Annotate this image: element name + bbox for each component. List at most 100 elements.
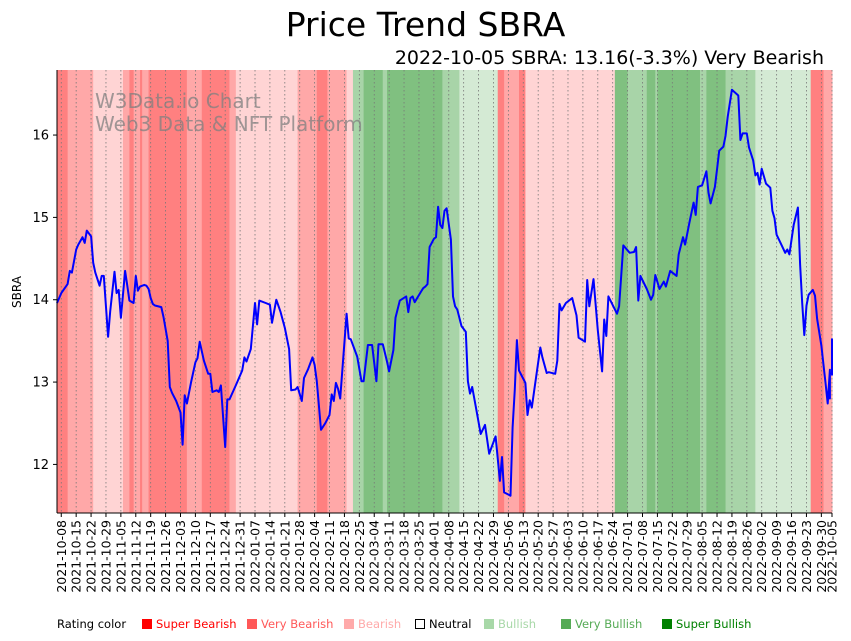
legend-item-very-bullish: Very Bullish bbox=[561, 617, 642, 631]
x-tick-label: 2022-04-22 bbox=[471, 520, 486, 593]
x-tick-label: 2021-12-17 bbox=[203, 520, 218, 593]
x-tick-label: 2022-07-29 bbox=[680, 520, 695, 593]
y-tick-label: 14 bbox=[32, 293, 49, 308]
y-tick-label: 13 bbox=[32, 376, 49, 391]
x-tick-label: 2022-05-13 bbox=[516, 520, 531, 593]
x-tick-label: 2021-12-10 bbox=[188, 520, 203, 593]
legend-label: Bearish bbox=[358, 617, 402, 631]
watermark: W3Data.io Chart Web3 Data & NFT Platform bbox=[95, 89, 363, 136]
legend-label: Super Bullish bbox=[676, 617, 752, 631]
x-tick-label: 2022-01-07 bbox=[248, 520, 263, 593]
x-tick-label: 2022-01-28 bbox=[292, 520, 307, 593]
y-axis-label: SBRA bbox=[10, 275, 24, 308]
x-tick-label: 2021-12-31 bbox=[233, 520, 248, 593]
x-tick-label: 2022-10-05 bbox=[825, 520, 840, 593]
legend-label: Very Bearish bbox=[261, 617, 334, 631]
x-tick-label: 2022-04-08 bbox=[441, 520, 456, 593]
rating-band bbox=[442, 70, 460, 513]
legend-swatch-icon bbox=[561, 619, 571, 629]
rating-band bbox=[725, 70, 756, 513]
x-ticks: 2021-10-08 2021-10-15 2021-10-22 2021-10-29… bbox=[54, 513, 840, 593]
rating-band bbox=[614, 70, 629, 513]
x-tick-label: 2022-09-23 bbox=[799, 520, 814, 593]
rating-band bbox=[497, 70, 505, 513]
rating-band bbox=[823, 70, 833, 513]
x-tick-label: 2022-09-30 bbox=[814, 520, 829, 593]
y-tick-label: 15 bbox=[32, 211, 49, 226]
rating-band bbox=[297, 70, 318, 513]
x-tick-label: 2022-07-15 bbox=[650, 520, 665, 593]
legend-label: Neutral bbox=[429, 617, 472, 631]
legend-swatch-icon bbox=[662, 619, 672, 629]
price-line bbox=[56, 88, 833, 497]
x-tick-label: 2022-05-20 bbox=[531, 520, 546, 593]
rating-band bbox=[123, 70, 130, 513]
x-tick-label: 2022-04-01 bbox=[426, 520, 441, 593]
x-tick-label: 2021-10-15 bbox=[69, 520, 84, 593]
x-tick-label: 2022-06-24 bbox=[605, 520, 620, 593]
x-tick-label: 2022-03-25 bbox=[412, 520, 427, 593]
x-tick-label: 2022-05-27 bbox=[546, 520, 561, 593]
x-tick-label: 2022-02-18 bbox=[337, 520, 352, 593]
x-tick-label: 2021-12-03 bbox=[173, 520, 188, 593]
rating-band bbox=[706, 70, 727, 513]
legend-swatch-icon bbox=[484, 619, 494, 629]
x-tick-label: 2021-10-22 bbox=[84, 520, 99, 593]
rating-band bbox=[655, 70, 658, 513]
x-tick-label: 2021-11-12 bbox=[128, 520, 143, 593]
rating-band bbox=[235, 70, 299, 513]
rating-band bbox=[129, 70, 135, 513]
rating-band bbox=[363, 70, 384, 513]
x-tick-label: 2022-02-11 bbox=[322, 520, 337, 593]
chart-title: Price Trend SBRA bbox=[285, 5, 566, 44]
x-tick-label: 2021-10-29 bbox=[99, 520, 114, 593]
x-tick-label: 2022-08-12 bbox=[710, 520, 725, 593]
rating-band bbox=[142, 70, 150, 513]
x-tick-label: 2022-05-06 bbox=[501, 520, 516, 593]
x-tick-label: 2022-06-10 bbox=[575, 520, 590, 593]
legend-item-super-bullish: Super Bullish bbox=[662, 617, 751, 631]
watermark-line-2: Web3 Data & NFT Platform bbox=[95, 112, 363, 136]
x-tick-label: 2021-11-05 bbox=[113, 520, 128, 593]
legend-title: Rating color bbox=[57, 617, 127, 631]
x-tick-label: 2021-12-24 bbox=[218, 520, 233, 593]
x-tick-label: 2021-10-08 bbox=[54, 520, 69, 593]
rating-band bbox=[699, 70, 707, 513]
watermark-line-1: W3Data.io Chart bbox=[95, 89, 261, 113]
rating-band bbox=[327, 70, 348, 513]
rating-band bbox=[657, 70, 701, 513]
rating-band bbox=[67, 70, 94, 513]
rating-band bbox=[346, 70, 354, 513]
x-tick-label: 2022-01-14 bbox=[262, 520, 277, 593]
price-series bbox=[56, 88, 833, 497]
x-tick-label: 2022-09-09 bbox=[769, 520, 784, 593]
legend-item-bullish: Bullish bbox=[484, 617, 536, 631]
x-tick-label: 2022-06-17 bbox=[590, 520, 605, 593]
x-tick-label: 2021-11-26 bbox=[158, 520, 173, 593]
grid-lines bbox=[60, 70, 833, 513]
x-tick-label: 2022-09-02 bbox=[754, 520, 769, 593]
x-tick-label: 2021-11-19 bbox=[143, 520, 158, 593]
x-tick-label: 2022-06-03 bbox=[561, 520, 576, 593]
rating-band bbox=[186, 70, 203, 513]
x-tick-label: 2022-09-16 bbox=[784, 520, 799, 593]
y-tick-label: 16 bbox=[32, 129, 49, 144]
legend-label: Bullish bbox=[498, 617, 537, 631]
rating-band bbox=[148, 70, 188, 513]
y-tick-label: 12 bbox=[32, 458, 49, 473]
x-tick-label: 2022-03-11 bbox=[382, 520, 397, 593]
x-tick-label: 2022-02-25 bbox=[352, 520, 367, 593]
rating-band bbox=[140, 70, 143, 513]
rating-band bbox=[316, 70, 328, 513]
x-tick-label: 2022-04-29 bbox=[486, 520, 501, 593]
rating-band bbox=[387, 70, 443, 513]
legend-swatch-icon bbox=[344, 619, 354, 629]
y-ticks: 12 13 14 15 16 bbox=[32, 129, 57, 473]
legend-label: Very Bullish bbox=[575, 617, 643, 631]
x-tick-label: 2022-08-19 bbox=[724, 520, 739, 593]
x-tick-label: 2022-07-08 bbox=[635, 520, 650, 593]
legend-item-bearish: Bearish bbox=[344, 617, 401, 631]
legend-item-neutral: Neutral bbox=[415, 617, 471, 631]
rating-band bbox=[504, 70, 520, 513]
